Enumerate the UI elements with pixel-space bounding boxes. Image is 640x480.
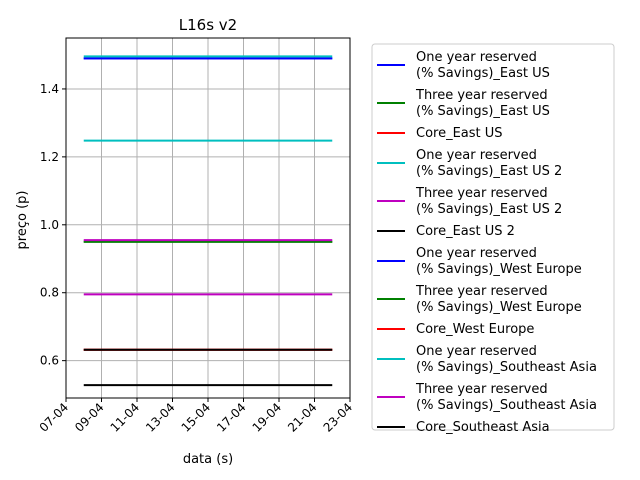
legend-label: Three year reserved <box>415 382 548 397</box>
y-tick-label: 0.6 <box>40 354 59 368</box>
series-lines <box>83 55 333 387</box>
legend-entry-6: Core_East US 2 <box>377 224 515 239</box>
legend-entry-4: One year reserved(% Savings)_East US 2 <box>377 148 562 179</box>
legend-label: One year reserved <box>416 50 537 65</box>
legend-label: Three year reserved <box>415 88 548 103</box>
y-axis-label: preço (p) <box>15 191 30 250</box>
legend-entry-10: One year reserved(% Savings)_Southeast A… <box>377 344 597 375</box>
legend-entry-8: Three year reserved(% Savings)_West Euro… <box>377 284 582 315</box>
legend-entry-3: Core_East US <box>377 126 503 141</box>
legend-label: (% Savings)_West Europe <box>416 300 582 315</box>
legend-label: One year reserved <box>416 148 537 163</box>
legend-label: (% Savings)_East US <box>416 66 550 81</box>
legend-label: (% Savings)_West Europe <box>416 262 582 277</box>
y-axis-ticks: 0.6 0.8 1.0 1.2 1.4 <box>40 82 66 368</box>
legend-label: Three year reserved <box>415 284 548 299</box>
legend-label: (% Savings)_Southeast Asia <box>416 360 597 375</box>
legend-entry-9: Core_West Europe <box>377 322 534 337</box>
legend-entry-5: Three year reserved(% Savings)_East US 2 <box>377 186 562 217</box>
legend-label: (% Savings)_East US <box>416 104 550 119</box>
legend-label: One year reserved <box>416 246 537 261</box>
legend-entry-1: One year reserved(% Savings)_East US <box>377 50 550 81</box>
legend-label: One year reserved <box>416 344 537 359</box>
chart-title: L16s v2 <box>179 16 237 34</box>
legend-frame <box>371 43 615 431</box>
legend-label: Core_East US 2 <box>416 224 515 239</box>
legend-label: Core_Southeast Asia <box>416 420 550 435</box>
legend-label: Three year reserved <box>415 186 548 201</box>
legend-entry-11: Three year reserved(% Savings)_Southeast… <box>377 382 597 413</box>
y-tick-label: 1.2 <box>40 150 59 164</box>
legend-label: Core_West Europe <box>416 322 534 337</box>
y-tick-label: 1.4 <box>40 82 59 96</box>
legend-entry-2: Three year reserved(% Savings)_East US <box>377 88 550 119</box>
legend-label: (% Savings)_East US 2 <box>416 164 562 179</box>
legend-label: (% Savings)_Southeast Asia <box>416 398 597 413</box>
y-tick-label: 0.8 <box>40 286 59 300</box>
legend-label: Core_East US <box>416 126 503 141</box>
legend-entry-12: Core_Southeast Asia <box>377 420 550 435</box>
y-tick-label: 1.0 <box>40 218 59 232</box>
x-axis-label: data (s) <box>183 452 233 467</box>
legend-label: (% Savings)_East US 2 <box>416 202 562 217</box>
legend-entry-7: One year reserved(% Savings)_West Europe <box>377 246 582 277</box>
legend: One year reserved(% Savings)_East USThre… <box>371 43 615 435</box>
